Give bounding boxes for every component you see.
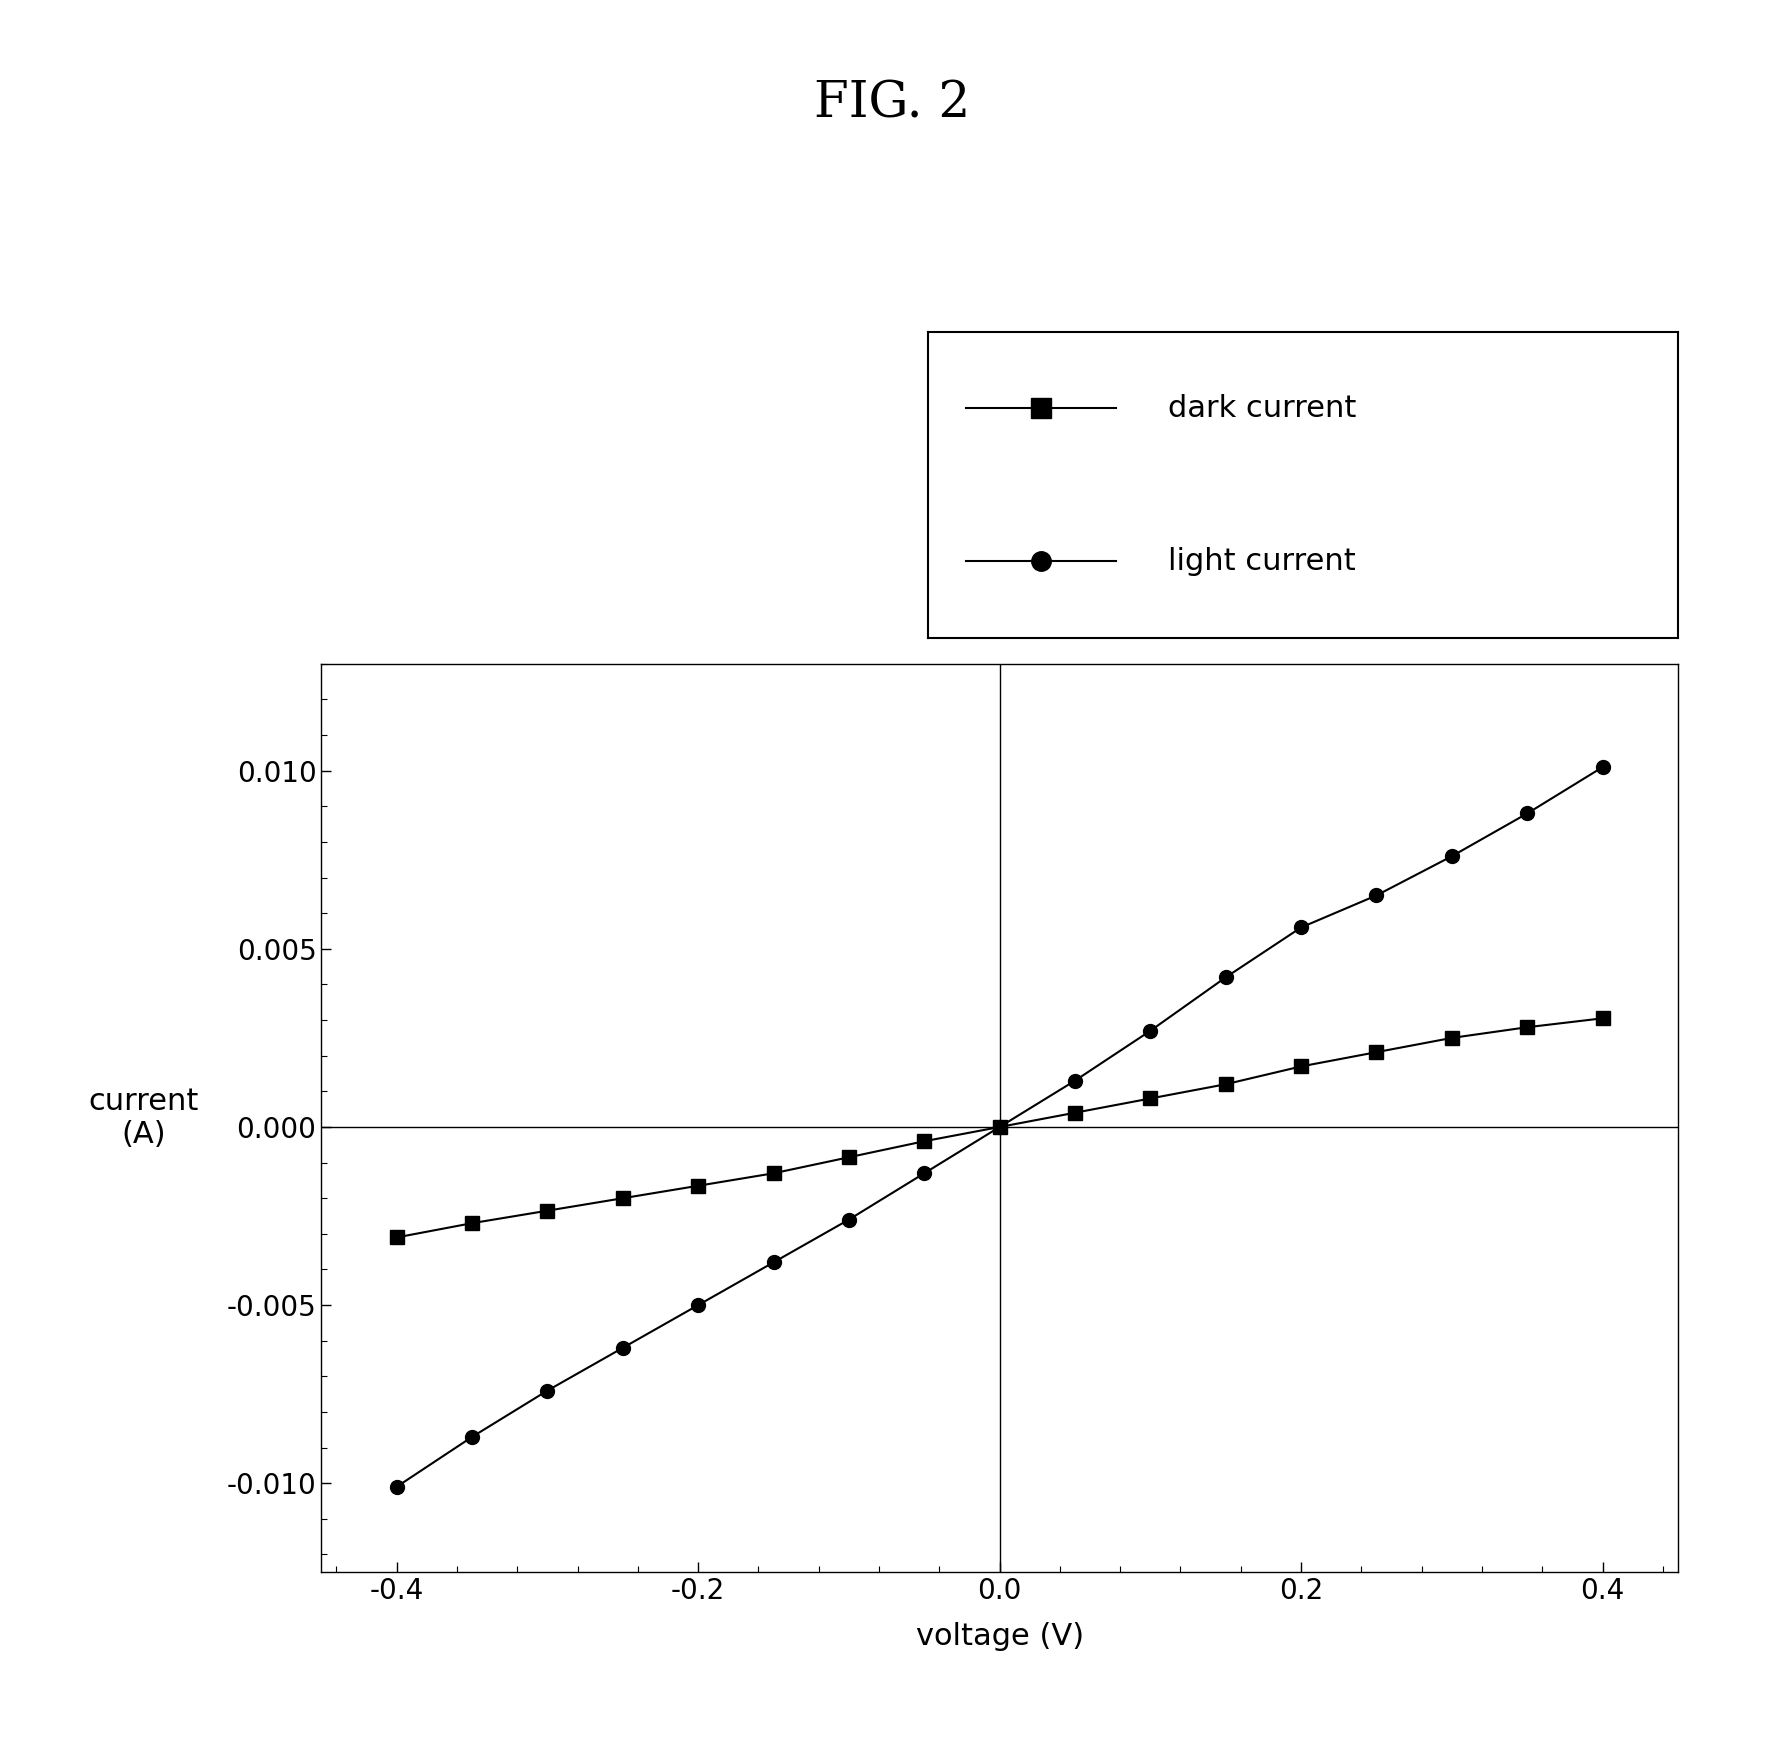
Text: light current: light current xyxy=(1167,547,1357,577)
Y-axis label: current
(A): current (A) xyxy=(87,1087,198,1150)
Text: FIG. 2: FIG. 2 xyxy=(814,79,971,128)
Text: dark current: dark current xyxy=(1167,393,1357,423)
X-axis label: voltage (V): voltage (V) xyxy=(916,1621,1083,1651)
